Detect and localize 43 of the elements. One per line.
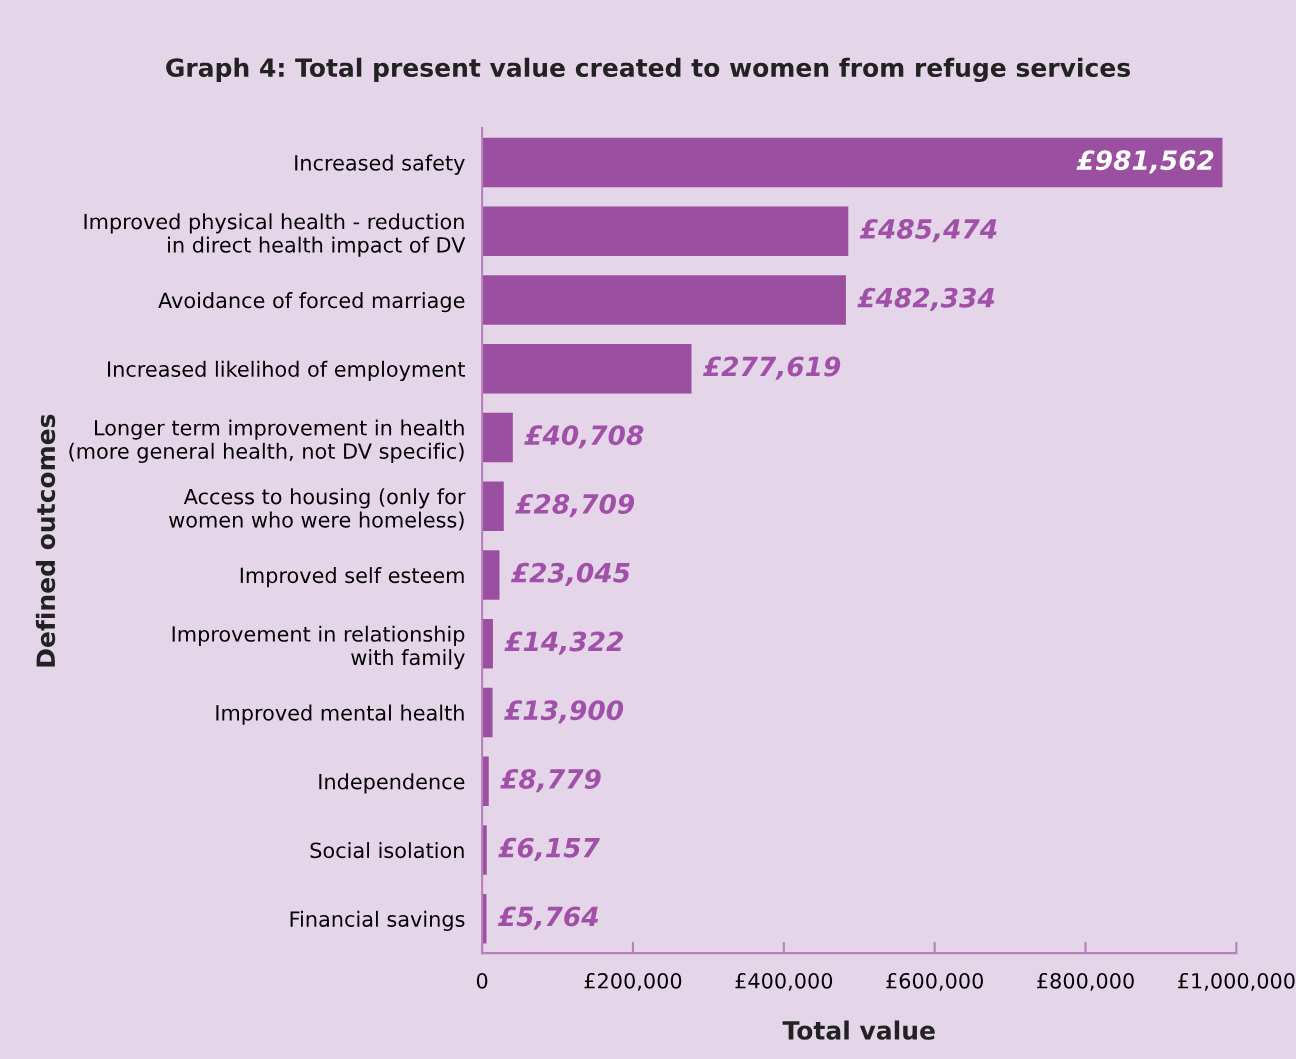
bar <box>482 618 493 669</box>
data-label: £277,619 <box>703 356 841 380</box>
data-label: £485,474 <box>859 218 997 243</box>
bar <box>482 206 849 257</box>
bar <box>482 137 1223 188</box>
data-label: £14,322 <box>504 631 623 655</box>
data-label: £482,334 <box>857 287 995 312</box>
y-tick-label: Improved mental health <box>216 704 464 725</box>
y-tick-label: Improved self esteem <box>240 567 464 588</box>
x-tick-label: £800,000 <box>1037 972 1134 991</box>
bar <box>482 481 504 531</box>
y-axis-title: Defined outcomes <box>35 414 56 667</box>
x-tick-label: £400,000 <box>735 972 833 991</box>
data-label: £981,562 <box>1076 150 1214 174</box>
y-tick-label: Improved physical health - reduction in direct health impact of DV <box>84 213 466 257</box>
y-tick-label: Access to housing (only for women who were homeless) <box>169 488 466 531</box>
y-tick-label: Longer term improvement in health (more general health, not DV specific) <box>69 419 464 463</box>
y-tick-label: Increased safety <box>295 154 465 175</box>
y-tick-label: Financial savings <box>290 910 465 931</box>
data-label: £13,900 <box>504 700 624 724</box>
data-label: £28,709 <box>515 493 635 518</box>
bar <box>482 344 692 394</box>
bar <box>482 412 513 463</box>
x-tick-label: 0 <box>476 972 488 989</box>
y-tick-label: Increased likelihod of employment <box>108 360 465 381</box>
x-axis-title: Total value <box>782 1020 935 1040</box>
bar <box>482 687 493 738</box>
y-tick-label: Avoidance of forced marriage <box>158 292 465 313</box>
y-tick-label: Social isolation <box>310 842 464 859</box>
bar <box>482 275 846 325</box>
y-tick-label: Independence <box>319 773 465 794</box>
data-label: £40,708 <box>524 425 644 449</box>
data-label: £8,779 <box>500 768 601 793</box>
x-tick-label: £1,000,000 <box>1178 972 1295 991</box>
data-label: £23,045 <box>510 562 630 587</box>
x-tick-label: £200,000 <box>584 972 682 991</box>
y-tick-label: Improvement in relationship with family <box>172 625 465 670</box>
data-label: £5,764 <box>497 906 598 930</box>
data-label: £6,157 <box>498 837 600 862</box>
bar <box>482 756 489 806</box>
x-tick-label: £600,000 <box>886 972 983 991</box>
bar <box>482 550 500 600</box>
chart-title: Graph 4: Total present value created to women from refuge services <box>166 57 1130 83</box>
